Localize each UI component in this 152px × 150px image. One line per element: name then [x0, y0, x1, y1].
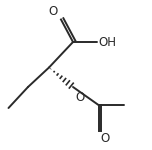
Text: OH: OH: [98, 36, 116, 48]
Text: O: O: [49, 5, 58, 18]
Text: O: O: [100, 132, 109, 145]
Text: O: O: [75, 91, 85, 104]
